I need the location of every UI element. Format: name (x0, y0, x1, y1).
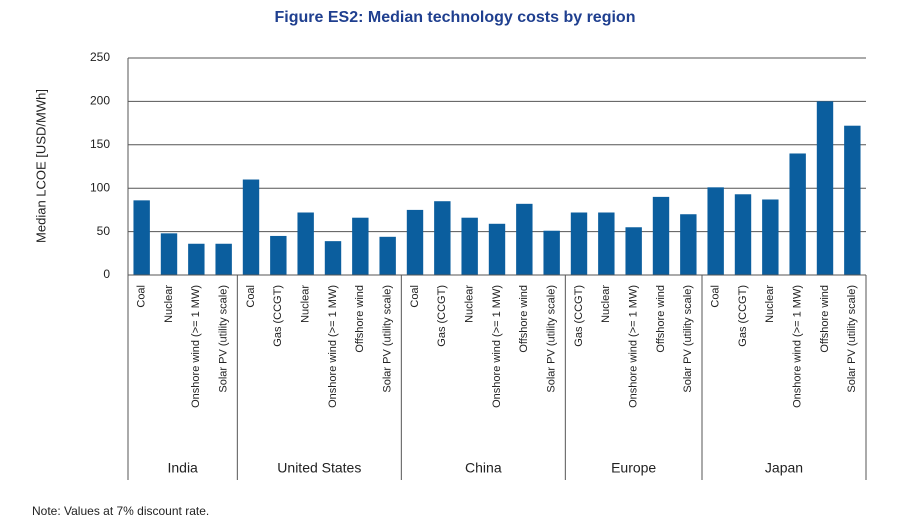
bar (188, 243, 205, 275)
bar (789, 153, 806, 275)
bar (242, 179, 260, 275)
category-label: Offshore wind (354, 285, 366, 353)
bar (598, 212, 615, 275)
y-tick-label: 150 (90, 137, 110, 151)
category-label: Nuclear (464, 285, 476, 323)
bar (488, 223, 506, 275)
y-tick-label: 200 (90, 94, 110, 108)
y-tick-label: 250 (90, 50, 110, 64)
category-label: Coal (710, 285, 722, 308)
bar (652, 196, 670, 275)
bar (133, 200, 150, 275)
group-label: United States (277, 460, 361, 476)
group-label: China (465, 460, 502, 476)
bar (816, 101, 834, 276)
bar (270, 235, 287, 275)
bar (680, 214, 697, 275)
y-axis-label: Median LCOE [USD/MWh] (33, 89, 48, 243)
category-label: Coal (136, 285, 148, 308)
category-label: Offshore wind (819, 285, 831, 353)
category-label: Coal (409, 285, 421, 308)
bar (516, 203, 533, 275)
note: Note: Values at 7% discount rate. (32, 504, 209, 518)
bar (543, 230, 560, 275)
group-label: Japan (765, 460, 803, 476)
category-label: Coal (245, 285, 257, 308)
bar (379, 236, 396, 275)
bar (734, 194, 752, 275)
bar (707, 187, 724, 275)
category-label: Nuclear (764, 285, 776, 323)
category-label: Onshore wind (>= 1 MW) (190, 285, 202, 408)
category-label: Gas (CCGT) (737, 285, 749, 347)
y-tick-label: 100 (90, 180, 110, 194)
category-label: Gas (CCGT) (272, 285, 284, 347)
bar (625, 227, 642, 275)
bar (461, 217, 478, 275)
bar (844, 125, 861, 275)
category-label: Nuclear (600, 285, 612, 323)
category-label: Nuclear (300, 285, 312, 323)
category-label: Offshore wind (655, 285, 667, 353)
bar (762, 199, 779, 275)
bar (160, 233, 178, 275)
group-label: India (167, 460, 198, 476)
category-label: Solar PV (utility scale) (682, 285, 694, 393)
bar (352, 217, 369, 275)
category-label: Onshore wind (>= 1 MW) (628, 285, 640, 408)
bar (434, 201, 451, 275)
bar (570, 212, 588, 275)
category-label: Solar PV (utility scale) (218, 285, 230, 393)
category-label: Nuclear (163, 285, 175, 323)
bar (406, 209, 424, 275)
bar (324, 241, 342, 275)
category-label: Onshore wind (>= 1 MW) (792, 285, 804, 408)
y-tick-label: 50 (97, 224, 111, 238)
category-label: Offshore wind (518, 285, 530, 353)
bar (215, 243, 232, 275)
bar (297, 212, 314, 275)
category-label: Solar PV (utility scale) (546, 285, 558, 393)
y-tick-label: 0 (103, 267, 110, 281)
category-label: Gas (CCGT) (573, 285, 585, 347)
chart-title: Figure ES2: Median technology costs by r… (275, 9, 636, 26)
group-label: Europe (611, 460, 656, 476)
category-label: Onshore wind (>= 1 MW) (327, 285, 339, 408)
category-label: Gas (CCGT) (436, 285, 448, 347)
category-label: Solar PV (utility scale) (382, 285, 394, 393)
category-label: Solar PV (utility scale) (846, 285, 858, 393)
category-label: Onshore wind (>= 1 MW) (491, 285, 503, 408)
